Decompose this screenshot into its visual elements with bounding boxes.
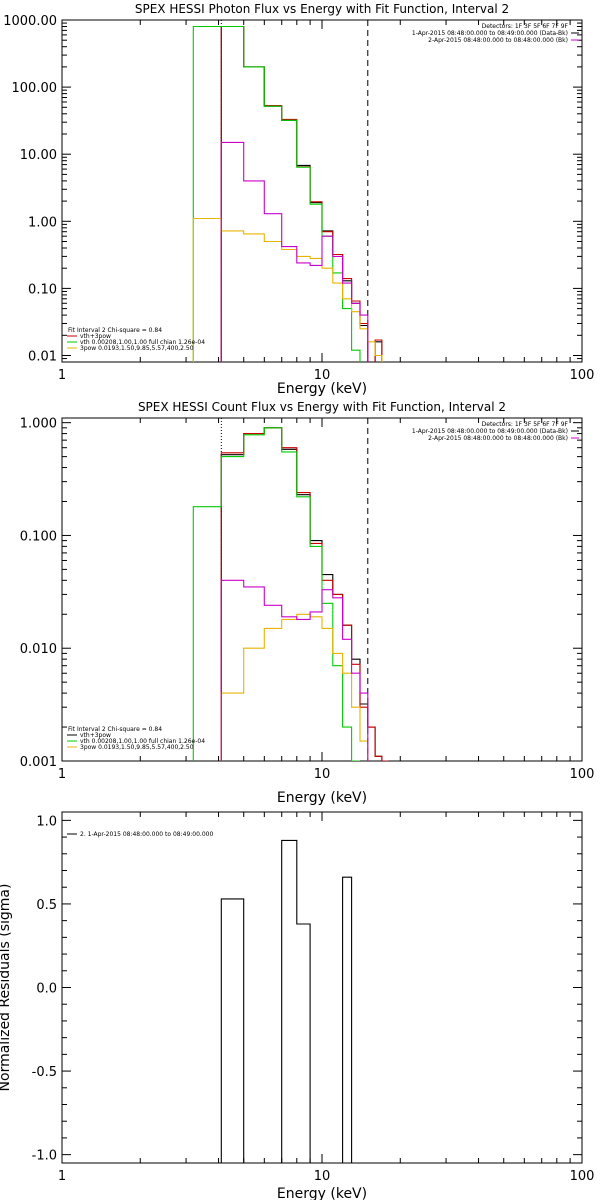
series-vth (192, 25, 361, 362)
y-tick-label: 1.000 (20, 417, 57, 432)
legend-entry: vth+3pow (80, 333, 111, 340)
legend-entry: vth 0.00208,1.00,1.00 full chian 1.26e-0… (80, 738, 205, 745)
series-bk (220, 579, 369, 761)
series-vth (192, 427, 360, 761)
y-tick-label: -1.0 (32, 1149, 57, 1164)
series-bk (220, 141, 369, 362)
header-line: 2-Apr-2015 08:48:00.000 to 08:48:00.000 … (428, 37, 568, 44)
y-tick-label: 0.001 (20, 755, 57, 770)
legend-entry: vth 0.00208,1.00,1.00 full chian 1.26e-0… (80, 339, 205, 346)
y-tick-label: 0.10 (28, 282, 57, 297)
y-tick-label: -0.5 (32, 1065, 57, 1080)
y-tick-label: 100.00 (12, 81, 58, 96)
chart-title: SPEX HESSI Photon Flux vs Energy with Fi… (135, 2, 509, 16)
x-tick-label: 1 (58, 767, 66, 782)
y-tick-label: 1.0 (36, 814, 57, 829)
header-line: Detectors: 1F 3F 5F 6F 7F 9F (482, 421, 569, 428)
legend-entry: 3pow 0.0193,1.50,9.85,5.57,400,2.50 (80, 744, 194, 751)
x-tick-label: 10 (314, 1169, 331, 1184)
y-tick-label: 0.0 (36, 982, 57, 997)
y-tick-label: 0.010 (20, 642, 57, 657)
y-axis-label: Normalized Residuals (sigma) (0, 884, 13, 1092)
series-vth-3pow (220, 427, 389, 761)
x-tick-label: 10 (314, 767, 331, 782)
legend-entry: Fit Interval 2 Chi-square = 0.84 (68, 726, 162, 733)
x-axis-label: Energy (keV) (277, 381, 367, 397)
y-tick-label: 1000.00 (3, 14, 57, 29)
y-tick-label: 1.00 (28, 215, 57, 230)
y-tick-label: 10.00 (20, 148, 57, 163)
y-tick-label: 0.100 (20, 529, 57, 544)
legend-entry: vth+3pow (80, 732, 111, 739)
header-line: 1-Apr-2015 08:48:00.000 to 08:49:00.000 … (412, 30, 568, 37)
x-tick-label: 100 (570, 368, 595, 383)
x-axis-label: Energy (keV) (277, 790, 367, 806)
legend-entry: Fit Interval 2 Chi-square = 0.84 (68, 327, 162, 334)
legend-entry: 2. 1-Apr-2015 08:48:00.000 to 08:49:00.0… (80, 831, 213, 838)
x-axis-label: Energy (keV) (277, 1186, 367, 1200)
header-line: Detectors: 1F 3F 5F 6F 7F 9F (482, 23, 569, 30)
series-data-bk (220, 25, 383, 362)
x-tick-label: 1 (58, 368, 66, 383)
x-tick-label: 10 (314, 368, 331, 383)
y-tick-label: 0.01 (28, 349, 57, 364)
series-data-bk (220, 427, 389, 761)
x-tick-label: 1 (58, 1169, 66, 1184)
plot-frame (61, 19, 583, 363)
series-vth-3pow (220, 25, 383, 362)
chart-panel-2: SPEX HESSI Count Flux vs Energy with Fit… (20, 400, 595, 806)
chart-panel-1: SPEX HESSI Photon Flux vs Energy with Fi… (3, 2, 594, 397)
chart-panel-3: 1 10 100 Energy (keV) -1.0 -0.5 0.0 0.5 1.0 Norma… (0, 811, 595, 1202)
series-residuals (220, 839, 361, 1163)
series-3pow (220, 613, 369, 761)
plot-frame (61, 811, 583, 1164)
chart-title: SPEX HESSI Count Flux vs Energy with Fit… (138, 400, 506, 414)
y-tick-label: 0.5 (36, 898, 57, 913)
header-line: 2-Apr-2015 08:48:00.000 to 08:48:00.000 … (428, 435, 568, 442)
x-tick-label: 100 (570, 767, 595, 782)
legend-entry: 3pow 0.0193,1.50,9.85,5.57,400,2.50 (80, 345, 194, 352)
x-tick-label: 100 (570, 1169, 595, 1184)
header-line: 1-Apr-2015 08:48:00.000 to 08:49:00.000 … (412, 428, 568, 435)
